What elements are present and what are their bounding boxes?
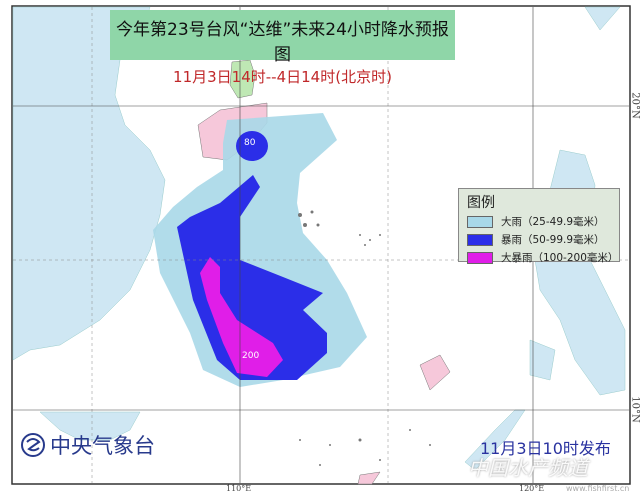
guangdong-land <box>229 59 256 99</box>
legend-swatch <box>467 215 493 228</box>
legend: 图例 大雨（25-49.9毫米） 暴雨（50-99.9毫米） 大暴雨（100-2… <box>458 188 620 265</box>
torrential-rain-area <box>200 257 283 377</box>
rainstorm-area <box>177 175 327 380</box>
axis-label-120e: 120°E <box>519 484 545 493</box>
map-title: 今年第23号台风“达维”未来24小时降水预报图 <box>116 20 449 65</box>
legend-item-heavy-rain: 大雨（25-49.9毫米） <box>467 214 619 229</box>
contour-label-80: 80 <box>244 138 256 148</box>
luzon-pink <box>419 354 451 391</box>
cma-logo-icon <box>21 433 45 457</box>
axis-label-10n: 10°N <box>629 396 640 423</box>
legend-item-rainstorm: 暴雨（50-99.9毫米） <box>467 232 619 247</box>
legend-swatch <box>467 251 493 264</box>
taiwan-land <box>584 6 621 31</box>
title-box: 今年第23号台风“达维”未来24小时降水预报图 11月3日14时--4日14时(… <box>110 10 455 86</box>
watermark: 中国水产频道 <box>468 456 588 480</box>
watermark-url: www.fishfirst.cn <box>566 484 630 493</box>
borneo-land <box>39 411 141 441</box>
publisher-logo: 中央气象台 <box>20 430 155 460</box>
legend-label: 暴雨（50-99.9毫米） <box>501 234 605 246</box>
axis-label-20n: 20°N <box>629 92 640 119</box>
issue-time: 11月3日10时发布 <box>480 439 611 458</box>
mindoro-land <box>529 339 556 381</box>
legend-swatch <box>467 233 493 246</box>
legend-item-torrential: 大暴雨（100-200毫米） <box>467 250 619 265</box>
islands <box>298 210 431 466</box>
axis-label-110e: 110°E <box>226 484 252 493</box>
legend-label: 大暴雨（100-200毫米） <box>501 252 619 264</box>
contour-label-200: 200 <box>242 351 260 361</box>
spratly-pink <box>357 471 381 485</box>
legend-label: 大雨（25-49.9毫米） <box>501 216 605 228</box>
rainstorm-area-small <box>236 131 268 161</box>
publisher-name: 中央气象台 <box>50 434 155 458</box>
map-subtitle-time: 11月3日14时--4日14时(北京时) <box>173 68 392 86</box>
legend-title: 图例 <box>467 195 495 211</box>
